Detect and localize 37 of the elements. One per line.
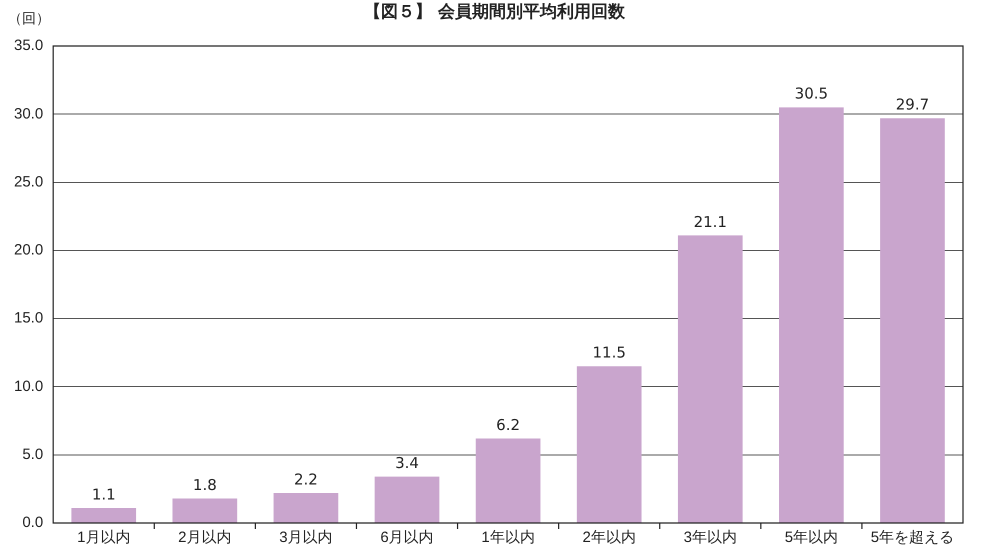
chart-title: 【図５】 会員期間別平均利用回数 [364, 2, 625, 22]
bar [172, 498, 238, 522]
bar [71, 508, 136, 522]
data-label: 6.2 [496, 416, 520, 434]
x-tick-label: 3年以内 [684, 529, 737, 546]
x-tick-label: 5年を超える [870, 529, 954, 546]
y-tick-label: 30.0 [14, 105, 44, 122]
y-tick-label: 5.0 [22, 446, 44, 463]
data-label: 1.8 [192, 476, 217, 494]
x-tick-label: 1年以内 [481, 529, 535, 546]
x-tick-label: 3月以内 [279, 529, 333, 546]
x-tick-label: 1月以内 [77, 529, 130, 546]
y-tick-label: 0.0 [22, 514, 44, 532]
data-label: 3.4 [395, 454, 419, 472]
bar [274, 493, 338, 522]
bar [678, 235, 743, 522]
bar [779, 107, 844, 522]
data-label: 1.1 [92, 485, 116, 504]
x-tick-label: 2月以内 [178, 529, 232, 546]
bar [374, 476, 440, 522]
data-label: 2.2 [294, 470, 318, 488]
data-label: 21.1 [694, 212, 727, 231]
y-tick-label: 20.0 [14, 242, 44, 259]
x-tick-label: 5年以内 [784, 529, 838, 546]
x-tick-label: 6月以内 [380, 529, 434, 546]
y-tick-label: 25.0 [14, 173, 44, 190]
y-tick-label: 10.0 [14, 378, 44, 395]
data-label: 30.5 [794, 84, 828, 103]
x-tick-label: 2年以内 [582, 529, 636, 546]
y-tick-label: 35.0 [14, 37, 44, 54]
data-label: 11.5 [592, 344, 626, 362]
y-axis-title: （回） [8, 10, 50, 28]
bar [476, 438, 540, 522]
bar [880, 118, 945, 522]
data-label: 29.7 [896, 96, 930, 114]
bar [576, 366, 642, 522]
y-tick-label: 15.0 [14, 310, 44, 327]
